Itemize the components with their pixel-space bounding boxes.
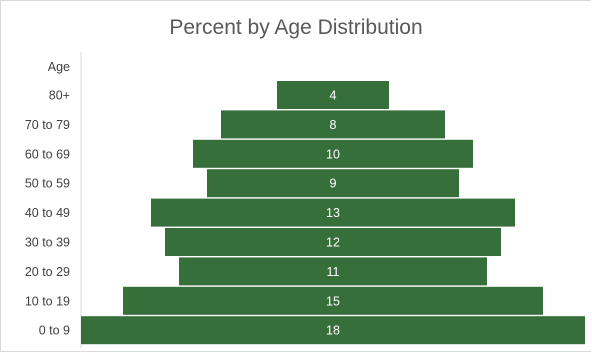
bars-group: 4 80+ 8 70 to 79 10 60 to 69 9 50 to 59 13 40 to …	[25, 81, 585, 345]
chart-title: Percent by Age Distribution	[169, 16, 423, 39]
bar-0	[277, 81, 389, 109]
category-label-2: 60 to 69	[25, 147, 70, 161]
data-label-8: 18	[326, 324, 340, 338]
category-label-8: 0 to 9	[39, 324, 70, 338]
category-label-3: 50 to 59	[25, 177, 70, 191]
bar-1	[221, 110, 445, 139]
bar-2	[193, 139, 473, 168]
bar-3	[207, 169, 459, 198]
category-label-5: 30 to 39	[25, 236, 70, 250]
category-label-7: 10 to 19	[25, 294, 70, 308]
bar-6	[179, 257, 487, 286]
data-label-2: 10	[326, 147, 340, 161]
data-label-1: 8	[330, 118, 337, 132]
category-label-1: 70 to 79	[25, 118, 70, 132]
category-label-4: 40 to 49	[25, 206, 70, 220]
axis-title: Age	[48, 60, 70, 74]
data-label-0: 4	[330, 89, 337, 103]
data-label-7: 15	[326, 294, 340, 308]
data-label-4: 13	[326, 206, 340, 220]
data-label-6: 11	[327, 265, 340, 279]
category-label-6: 20 to 29	[25, 265, 70, 279]
bar-7	[123, 286, 543, 315]
data-label-5: 12	[326, 236, 340, 250]
bar-4	[151, 198, 515, 227]
bar-8	[81, 316, 585, 345]
data-label-3: 9	[330, 177, 337, 191]
category-label-0: 80+	[49, 89, 70, 103]
bar-5	[165, 228, 501, 256]
